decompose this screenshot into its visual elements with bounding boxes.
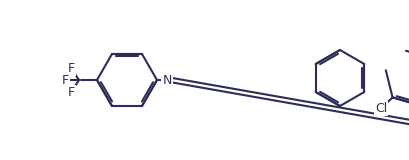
Text: F: F: [61, 73, 68, 87]
Text: F: F: [67, 85, 74, 99]
Text: Cl: Cl: [374, 102, 386, 115]
Text: F: F: [67, 61, 74, 75]
Text: N: N: [162, 73, 171, 87]
